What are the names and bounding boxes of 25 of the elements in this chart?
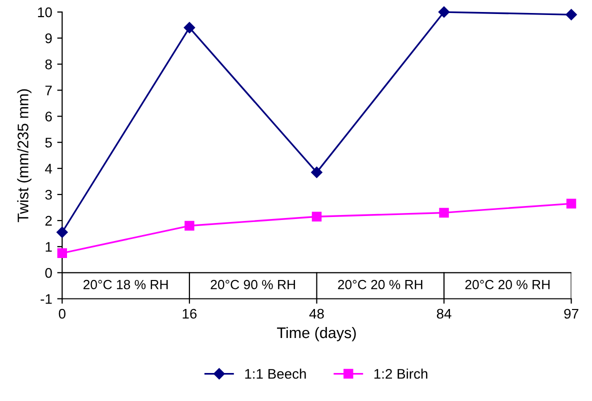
y-tick-label: 9 [45,33,52,44]
annotation: 20°C 20 % RH [465,280,550,290]
x-axis-title: Time (days) [277,326,356,342]
y-tick-label: 4 [45,164,52,174]
y-tick-label: 2 [45,216,52,226]
x-tick-label: 48 [309,308,324,319]
y-tick-label: 5 [45,138,52,148]
y-tick-label: 3 [45,190,52,200]
annotation: 20°C 18 % RH [83,280,168,290]
y-axis-title: Twist (mm/235 mm) [17,89,32,222]
x-tick-label: 16 [182,308,197,319]
x-tick-label: 0 [58,308,66,319]
legend-label: 1:2 Birch [374,368,428,379]
y-tick-label: 0 [45,268,52,278]
y-tick-label: 10 [38,7,52,18]
y-tick-label: 7 [45,86,52,96]
x-tick-label: 97 [564,308,578,319]
x-tick-label: 84 [436,308,452,319]
annotation: 20°C 20 % RH [338,280,422,290]
y-tick-label: -1 [40,294,52,304]
annotation: 20°C 90 % RH [210,280,295,290]
y-tick-label: 1 [46,242,52,252]
y-tick-label: 8 [45,59,52,70]
y-tick-label: 6 [45,112,52,122]
legend-label: 1:1 Beech [245,368,306,379]
